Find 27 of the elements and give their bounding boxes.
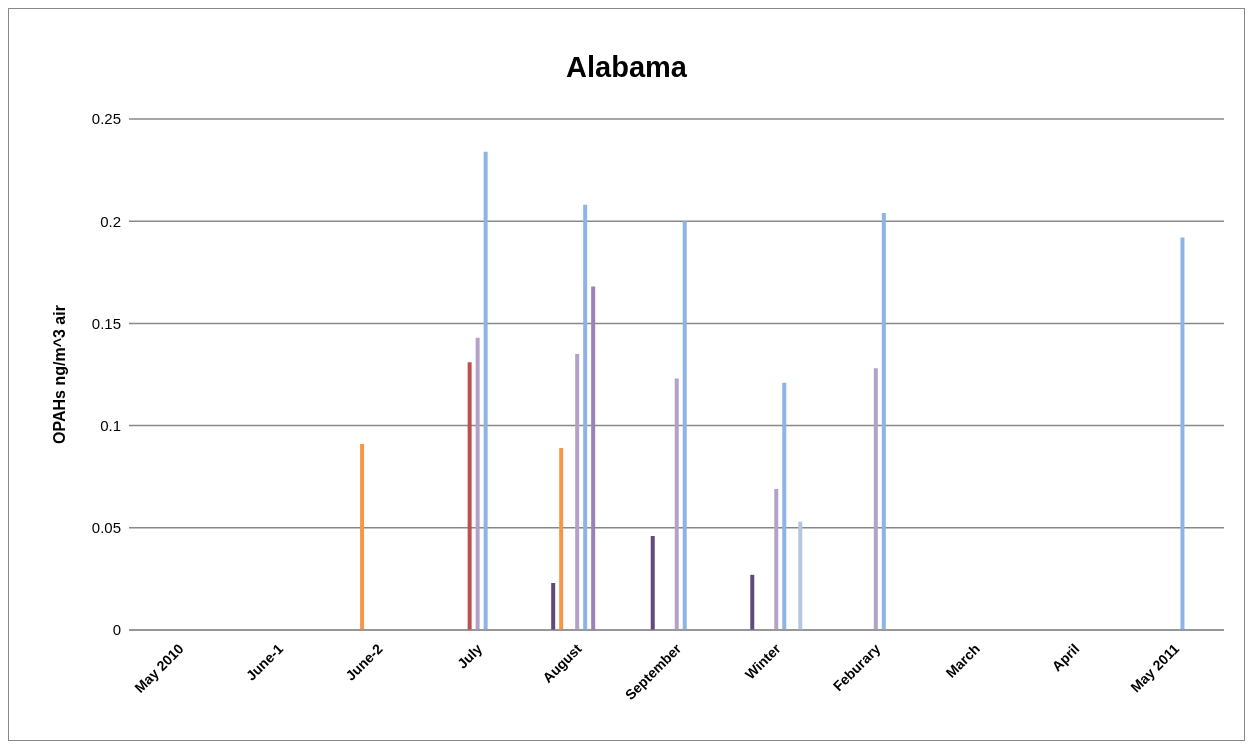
bar: [881, 213, 886, 630]
bar: [551, 582, 556, 630]
bar: [674, 378, 679, 630]
bar: [650, 535, 655, 630]
bar: [682, 221, 687, 630]
bar: [483, 151, 488, 630]
bar: [774, 488, 779, 630]
bar: [360, 444, 365, 630]
y-tick-label: 0.2: [100, 212, 121, 230]
bar: [1180, 237, 1185, 630]
bar: [575, 354, 580, 630]
bar: [782, 382, 787, 630]
bar: [591, 286, 596, 630]
y-tick-label: 0.1: [100, 416, 121, 434]
bar: [559, 448, 564, 630]
y-axis-title: OPAHs ng/m^3 air: [50, 305, 68, 444]
y-tick-label: 0.05: [91, 519, 121, 537]
bar: [750, 574, 755, 630]
chart-title: Alabama: [565, 51, 688, 84]
bar: [475, 337, 480, 630]
y-tick-label: 0.15: [91, 314, 121, 332]
y-tick-label: 0: [112, 621, 121, 639]
bar: [798, 521, 803, 630]
bar: [467, 362, 472, 630]
y-tick-label: 0.25: [91, 110, 121, 128]
bar: [873, 368, 878, 630]
bar: [583, 204, 588, 630]
